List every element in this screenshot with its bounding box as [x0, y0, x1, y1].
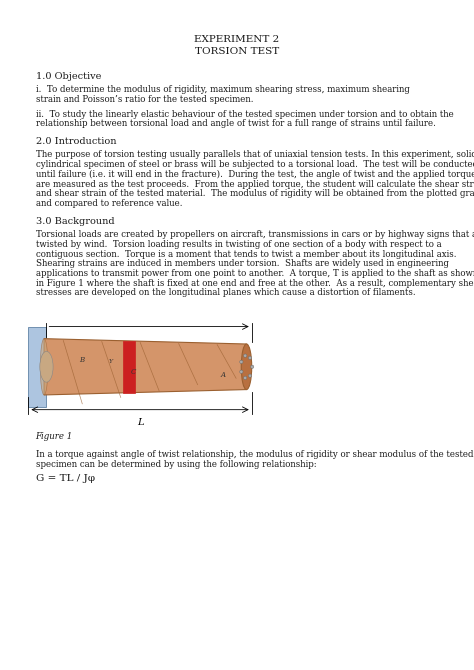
Text: TORSION TEST: TORSION TEST	[195, 48, 279, 56]
Polygon shape	[123, 341, 135, 393]
Text: stresses are developed on the longitudinal planes which cause a distortion of fi: stresses are developed on the longitudin…	[36, 288, 415, 297]
Text: L: L	[137, 417, 143, 427]
Text: specimen can be determined by using the following relationship:: specimen can be determined by using the …	[36, 460, 316, 468]
Text: Shearing strains are induced in members under torsion.  Shafts are widely used i: Shearing strains are induced in members …	[36, 259, 448, 268]
Ellipse shape	[248, 356, 252, 360]
Text: cylindrical specimen of steel or brass will be subjected to a torsional load.  T: cylindrical specimen of steel or brass w…	[36, 160, 474, 169]
Polygon shape	[28, 326, 46, 407]
Ellipse shape	[250, 365, 254, 369]
Text: B: B	[80, 356, 84, 364]
Text: 1.0 Objective: 1.0 Objective	[36, 72, 101, 81]
Ellipse shape	[40, 338, 48, 395]
Polygon shape	[44, 338, 246, 395]
Text: A: A	[220, 371, 225, 379]
Text: until failure (i.e. it will end in the fracture).  During the test, the angle of: until failure (i.e. it will end in the f…	[36, 170, 474, 179]
Text: i.  To determine the modulus of rigidity, maximum shearing stress, maximum shear: i. To determine the modulus of rigidity,…	[36, 85, 410, 94]
Ellipse shape	[248, 374, 252, 377]
Text: contiguous section.  Torque is a moment that tends to twist a member about its l: contiguous section. Torque is a moment t…	[36, 249, 456, 259]
Text: 2.0 Introduction: 2.0 Introduction	[36, 137, 116, 146]
Text: in Figure 1 where the shaft is fixed at one end and free at the other.  As a res: in Figure 1 where the shaft is fixed at …	[36, 279, 474, 287]
Text: C: C	[131, 368, 137, 376]
Ellipse shape	[244, 354, 247, 357]
Text: twisted by wind.  Torsion loading results in twisting of one section of a body w: twisted by wind. Torsion loading results…	[36, 240, 441, 249]
Ellipse shape	[244, 377, 247, 380]
Text: G = TL / Jφ: G = TL / Jφ	[36, 474, 95, 483]
Text: Figure 1: Figure 1	[36, 432, 73, 442]
Text: relationship between torsional load and angle of twist for a full range of strai: relationship between torsional load and …	[36, 119, 436, 129]
Ellipse shape	[40, 351, 53, 382]
Text: The purpose of torsion testing usually parallels that of uniaxial tension tests.: The purpose of torsion testing usually p…	[36, 151, 474, 159]
Text: applications to transmit power from one point to another.  A torque, T is applie: applications to transmit power from one …	[36, 269, 474, 278]
Text: strain and Poisson’s ratio for the tested specimen.: strain and Poisson’s ratio for the teste…	[36, 95, 253, 104]
Text: Torsional loads are created by propellers on aircraft, transmissions in cars or : Torsional loads are created by propeller…	[36, 230, 474, 239]
Ellipse shape	[240, 370, 243, 373]
Text: and shear strain of the tested material.  The modulus of rigidity will be obtain: and shear strain of the tested material.…	[36, 190, 474, 198]
Text: ii.  To study the linearly elastic behaviour of the tested specimen under torsio: ii. To study the linearly elastic behavi…	[36, 110, 453, 119]
Ellipse shape	[40, 351, 53, 382]
Ellipse shape	[241, 344, 252, 389]
Text: Y: Y	[109, 359, 112, 364]
Text: In a torque against angle of twist relationship, the modulus of rigidity or shea: In a torque against angle of twist relat…	[36, 450, 473, 459]
Ellipse shape	[240, 360, 243, 364]
Text: 3.0 Background: 3.0 Background	[36, 216, 114, 226]
Text: EXPERIMENT 2: EXPERIMENT 2	[194, 35, 280, 44]
Text: are measured as the test proceeds.  From the applied torque, the student will ca: are measured as the test proceeds. From …	[36, 180, 474, 188]
Text: and compared to reference value.: and compared to reference value.	[36, 199, 182, 208]
